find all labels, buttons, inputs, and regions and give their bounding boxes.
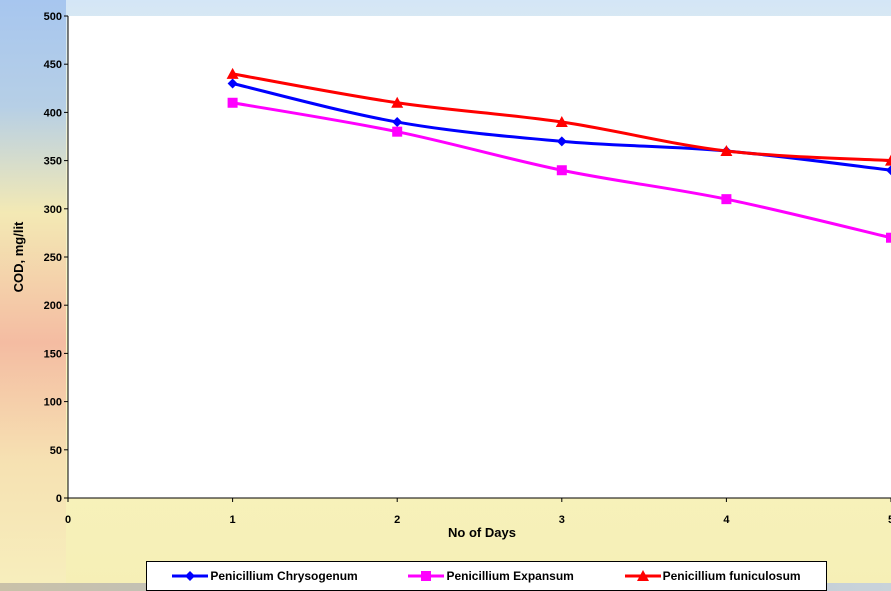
y-tick-label: 250 [44,252,62,264]
y-tick-label: 450 [44,59,62,71]
y-tick-label: 150 [44,348,62,360]
y-tick-label: 0 [56,493,62,505]
data-point [227,78,238,89]
y-tick-label: 400 [44,107,62,119]
series-2 [227,97,891,243]
data-point [720,144,733,156]
data-point [885,154,891,166]
legend-swatch [408,571,445,581]
legend-entry: Penicillium Expansum [408,569,574,583]
x-tick-label: 3 [559,514,565,526]
data-point [226,67,239,79]
background-left-band [0,0,66,591]
x-axis-title: No of Days [448,525,516,540]
legend-entry: Penicillium funiculosum [624,569,801,583]
legend-swatch [624,570,661,581]
data-point [392,117,403,128]
data-point [227,97,238,108]
series-3 [226,67,891,166]
y-tick-label: 100 [44,397,62,409]
legend-swatch-marker [636,570,649,581]
data-point [721,194,732,205]
y-axis-title: COD, mg/lit [11,221,26,292]
data-point [392,126,403,137]
data-point [556,136,567,147]
legend-label: Penicillium Chrysogenum [210,569,358,583]
y-tick-label: 200 [44,300,62,312]
x-tick-label: 2 [394,514,400,526]
legend-swatch-marker [185,571,196,581]
y-tick-label: 50 [50,445,62,457]
legend-swatch-marker [421,571,432,581]
x-tick-label: 5 [888,514,891,526]
series-layer [226,67,891,243]
x-tick-label: 1 [230,514,236,526]
x-tick-label: 0 [65,514,71,526]
legend-label: Penicillium funiculosum [662,569,801,583]
y-tick-label: 300 [44,204,62,216]
data-point [886,232,891,243]
x-tick-label: 4 [723,514,730,526]
data-point [555,116,568,128]
y-tick-label: 350 [44,156,62,168]
data-point [886,165,891,176]
legend-entry: Penicillium Chrysogenum [172,569,358,583]
chart-legend: Penicillium Chrysogenum Penicillium Expan… [146,561,827,591]
plot-area [68,16,891,498]
data-point [391,96,404,108]
x-axis: 0 1 2 3 4 5 [65,497,891,526]
legend-swatch [172,571,209,581]
legend-label: Penicillium Expansum [446,569,574,583]
data-point [556,165,567,176]
y-axis: 0 50 100 150 200 250 300 350 400 450 500 [44,11,69,505]
y-tick-label: 500 [44,11,62,23]
